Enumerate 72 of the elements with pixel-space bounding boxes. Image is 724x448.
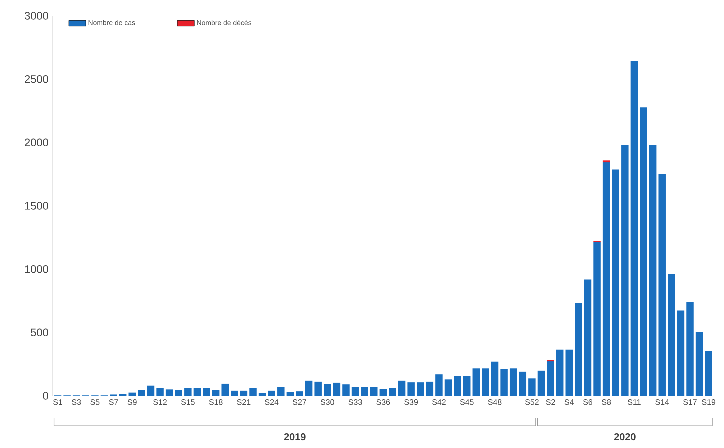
bar xyxy=(696,332,704,396)
bar xyxy=(203,388,210,396)
bar xyxy=(194,388,202,396)
bar xyxy=(444,380,452,396)
bar xyxy=(436,374,443,396)
bar xyxy=(640,108,648,396)
bar xyxy=(333,382,341,396)
bar xyxy=(184,388,192,396)
bar xyxy=(630,61,638,396)
bar xyxy=(584,280,592,396)
bar xyxy=(231,390,238,396)
bar xyxy=(175,390,182,396)
y-tick-label: 3000 xyxy=(24,12,48,20)
bar xyxy=(240,390,248,396)
bar xyxy=(222,384,229,396)
bar xyxy=(380,389,388,396)
bar xyxy=(612,170,620,396)
bar xyxy=(519,372,527,396)
bar xyxy=(668,274,676,396)
y-tick-label: 2500 xyxy=(25,75,48,84)
bar xyxy=(296,392,304,396)
y-tick-label: 0 xyxy=(43,392,48,400)
bar xyxy=(454,376,462,396)
y-tick-label: 2000 xyxy=(25,138,48,147)
bar xyxy=(575,303,582,396)
bar xyxy=(547,362,554,396)
text: 2020 xyxy=(614,434,636,441)
bar xyxy=(649,145,657,396)
bar xyxy=(408,382,415,396)
bar xyxy=(147,386,155,396)
bar xyxy=(268,390,276,396)
bar xyxy=(286,392,294,396)
bar xyxy=(566,350,574,396)
bar xyxy=(166,390,174,396)
bar xyxy=(352,387,360,396)
bar xyxy=(705,352,712,396)
bar xyxy=(398,380,406,396)
bar xyxy=(472,368,480,396)
bar xyxy=(491,362,499,396)
bar xyxy=(426,382,434,396)
bar xyxy=(389,388,396,396)
bar xyxy=(156,388,164,396)
y-tick-label: 500 xyxy=(31,328,48,337)
bar xyxy=(314,382,322,396)
bar xyxy=(658,174,666,396)
bar xyxy=(500,369,508,396)
bar xyxy=(342,384,350,396)
y-tick-label: 1500 xyxy=(25,202,48,210)
bar xyxy=(305,380,313,396)
bar xyxy=(528,378,536,396)
bar xyxy=(361,387,368,396)
bar xyxy=(258,393,266,396)
bar xyxy=(370,387,378,396)
bar xyxy=(463,376,471,396)
bar xyxy=(324,384,332,396)
bar xyxy=(138,390,146,396)
bar xyxy=(594,242,601,396)
bar xyxy=(510,368,518,396)
bar xyxy=(677,310,685,396)
bar xyxy=(482,368,490,396)
bar xyxy=(416,382,424,396)
bar xyxy=(278,387,285,396)
bar xyxy=(250,388,257,396)
bar xyxy=(556,350,564,396)
y-tick-label: 1000 xyxy=(25,265,48,274)
bar xyxy=(212,390,220,396)
bar xyxy=(602,162,610,396)
bar xyxy=(538,370,546,396)
bar xyxy=(686,302,694,396)
bar xyxy=(622,145,629,396)
bar xyxy=(128,392,136,396)
text: 2019 xyxy=(284,434,306,441)
